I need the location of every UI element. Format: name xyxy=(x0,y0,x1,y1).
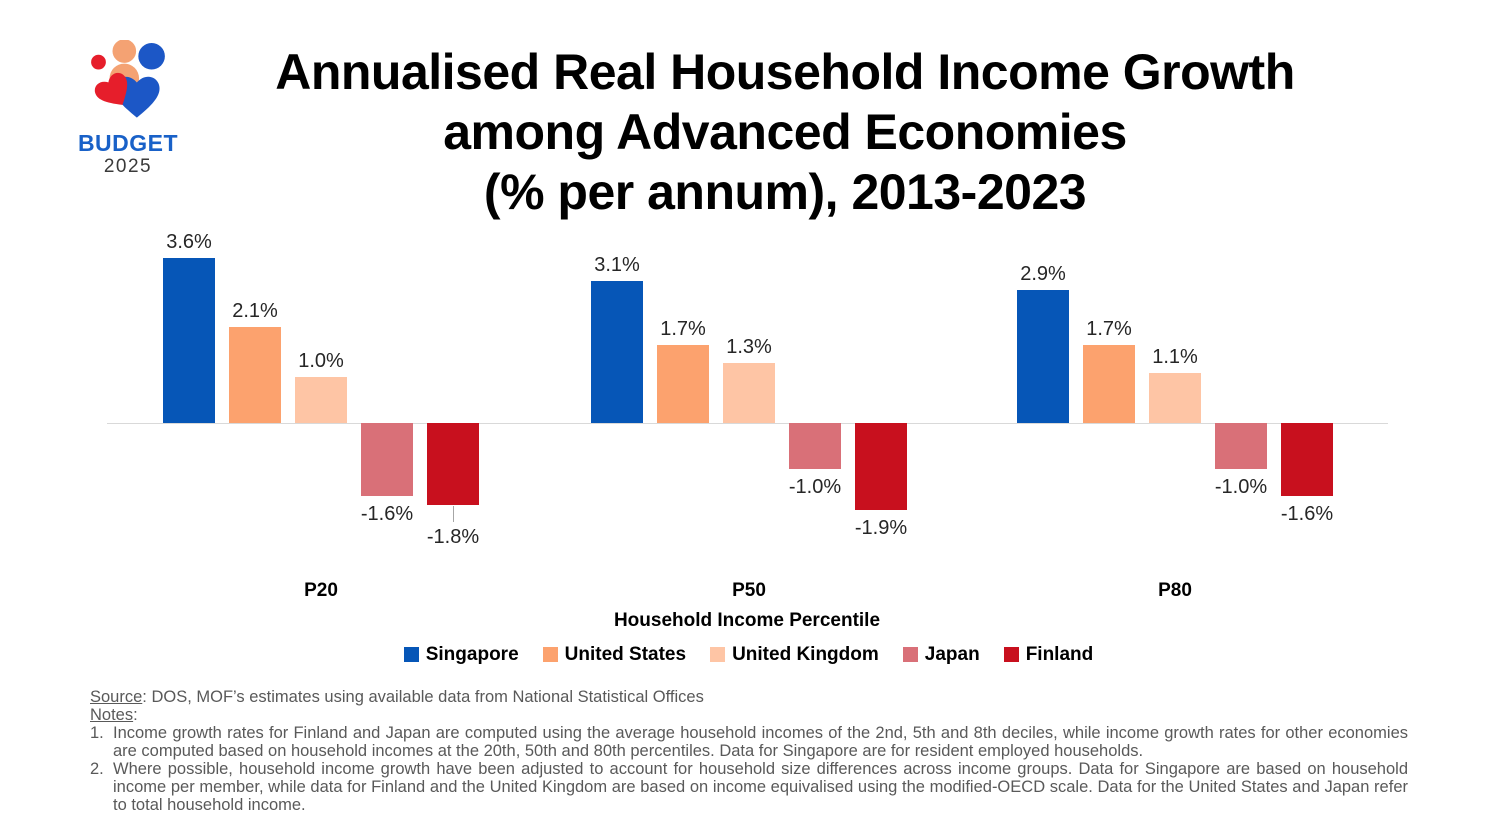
bar-finland-p50 xyxy=(855,423,907,511)
bar-finland-p80 xyxy=(1281,423,1333,497)
note-item-2: 2. Where possible, household income growt… xyxy=(90,760,1408,814)
x-axis-line xyxy=(107,423,1388,424)
value-label-singapore-p50: 3.1% xyxy=(594,254,640,277)
footer: Source: DOS, MOF’s estimates using avail… xyxy=(90,688,1408,814)
value-label-united-states-p20: 2.1% xyxy=(232,299,278,322)
chart-legend: Singapore United States United Kingdom Japa… xyxy=(0,645,1497,664)
note-text: Where possible, household income growth … xyxy=(113,760,1408,814)
note-number: 2. xyxy=(90,760,104,778)
bar-united-kingdom-p80 xyxy=(1149,372,1201,423)
value-label-japan-p50: -1.0% xyxy=(788,475,842,498)
legend-swatch-icon xyxy=(403,647,419,662)
value-label-singapore-p20: 3.6% xyxy=(166,231,212,254)
category-label-p20: P20 xyxy=(304,580,338,601)
notes-label: Notes xyxy=(90,706,134,724)
legend-swatch-icon xyxy=(1003,647,1019,662)
source-line: Source: DOS, MOF’s estimates using avail… xyxy=(90,688,1408,706)
label-callout-line xyxy=(453,506,454,523)
bar-united-kingdom-p50 xyxy=(723,363,775,423)
value-label-japan-p20: -1.6% xyxy=(360,503,414,526)
legend-item-singapore: Singapore xyxy=(403,644,519,665)
value-label-united-kingdom-p50: 1.3% xyxy=(726,336,772,359)
chart-title: Annualised Real Household Income Growth … xyxy=(275,44,1295,220)
legend-label: Japan xyxy=(924,644,980,665)
legend-label: United Kingdom xyxy=(732,644,879,665)
notes-colon: : xyxy=(133,706,138,724)
source-text: : DOS, MOF’s estimates using available d… xyxy=(142,688,704,706)
notes-list: 1. Income growth rates for Finland and Ja… xyxy=(90,724,1408,814)
legend-item-finland: Finland xyxy=(1003,644,1094,665)
legend-label: United States xyxy=(564,644,687,665)
category-label-p80: P80 xyxy=(1158,580,1192,601)
bar-singapore-p80 xyxy=(1017,290,1069,423)
value-label-singapore-p80: 2.9% xyxy=(1020,263,1066,286)
logo-year-text: 2025 xyxy=(103,156,153,177)
bar-japan-p80 xyxy=(1215,423,1267,469)
legend-item-japan: Japan xyxy=(902,644,980,665)
logo-budget-text: BUDGET xyxy=(77,130,179,156)
source-label: Source xyxy=(90,688,143,706)
bar-united-states-p20 xyxy=(229,326,281,423)
bar-finland-p20 xyxy=(427,423,479,506)
notes-heading: Notes: xyxy=(90,706,1408,724)
bar-united-states-p50 xyxy=(657,345,709,423)
budget-2025-logo: BUDGET 2025 xyxy=(72,40,184,178)
value-label-united-states-p50: 1.7% xyxy=(660,318,706,341)
hearts-family-icon xyxy=(91,40,165,118)
value-label-finland-p20: -1.8% xyxy=(426,526,480,549)
value-label-united-states-p80: 1.7% xyxy=(1086,318,1132,341)
bar-singapore-p20 xyxy=(163,258,215,423)
legend-swatch-icon xyxy=(542,647,558,662)
value-label-united-kingdom-p20: 1.0% xyxy=(298,350,344,373)
value-label-united-kingdom-p80: 1.1% xyxy=(1152,345,1198,368)
legend-swatch-icon xyxy=(710,647,726,662)
legend-swatch-icon xyxy=(902,647,918,662)
value-label-finland-p50: -1.9% xyxy=(854,517,908,540)
category-label-p50: P50 xyxy=(732,580,766,601)
value-label-finland-p80: -1.6% xyxy=(1280,503,1334,526)
bar-singapore-p50 xyxy=(591,281,643,423)
bar-united-kingdom-p20 xyxy=(295,377,347,423)
note-text: Income growth rates for Finland and Japa… xyxy=(113,724,1408,760)
bar-japan-p50 xyxy=(789,423,841,469)
legend-item-united-states: United States xyxy=(542,644,687,665)
bar-japan-p20 xyxy=(361,423,413,497)
note-item-1: 1. Income growth rates for Finland and Ja… xyxy=(90,724,1408,760)
legend-label: Finland xyxy=(1025,644,1094,665)
value-label-japan-p80: -1.0% xyxy=(1214,475,1268,498)
note-number: 1. xyxy=(90,724,104,742)
x-axis-title: Household Income Percentile xyxy=(613,610,881,631)
legend-item-united-kingdom: United Kingdom xyxy=(710,645,879,664)
bar-united-states-p80 xyxy=(1083,345,1135,423)
legend-label: Singapore xyxy=(425,644,519,665)
